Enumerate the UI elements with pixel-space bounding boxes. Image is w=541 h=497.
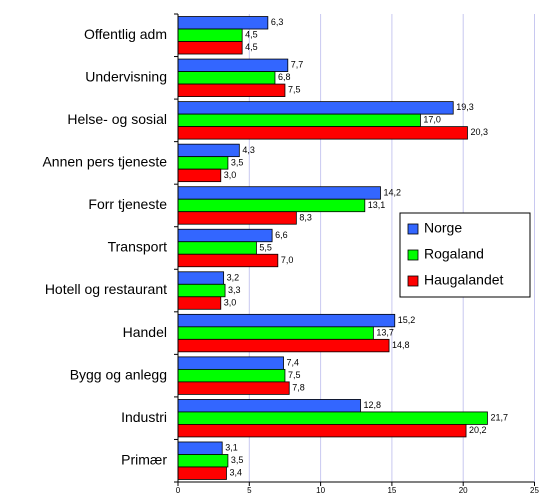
- value-label: 6,3: [271, 17, 284, 27]
- bar: [177, 368, 286, 383]
- bar: [177, 58, 289, 72]
- value-label: 21,7: [490, 413, 508, 423]
- value-label: 14,8: [392, 340, 410, 350]
- y-tick-label: Offentlig adm: [84, 26, 167, 42]
- x-tick-label: 5: [247, 486, 252, 495]
- bar: [177, 454, 229, 468]
- value-label: 15,2: [398, 315, 416, 325]
- legend-swatch: [407, 275, 419, 287]
- value-label: 3,1: [225, 443, 238, 453]
- bar: [177, 71, 276, 85]
- value-label: 13,7: [376, 327, 394, 337]
- y-tick-label: Industri: [121, 409, 167, 425]
- y-tick-label: Forr tjeneste: [88, 196, 167, 212]
- y-tick-label: Hotell og restaurant: [45, 281, 167, 297]
- bar: [177, 186, 381, 200]
- value-label: 3,5: [231, 157, 244, 167]
- value-label: 20,3: [470, 127, 488, 137]
- bar: [177, 313, 396, 328]
- bar: [177, 28, 243, 42]
- value-label: 20,2: [469, 425, 487, 435]
- y-tick-label: Helse- og sosial: [67, 111, 167, 127]
- legend-label: Norge: [424, 220, 462, 236]
- x-tick-label: 10: [316, 486, 325, 495]
- bar: [177, 283, 226, 298]
- bar: [177, 356, 284, 370]
- bar: [177, 399, 361, 413]
- y-tick-label: Bygg og anlegg: [70, 366, 167, 382]
- value-label: 4,3: [242, 145, 255, 155]
- value-label: 7,0: [281, 255, 294, 265]
- value-label: 7,7: [291, 60, 304, 70]
- bar: [177, 326, 374, 340]
- bar: [177, 143, 240, 158]
- bar: [177, 338, 390, 353]
- bar: [177, 271, 225, 285]
- value-label: 5,5: [259, 242, 272, 252]
- legend-swatch: [407, 249, 419, 261]
- value-label: 17,0: [423, 115, 441, 125]
- bar: [177, 253, 279, 268]
- legend-swatch: [407, 223, 419, 235]
- legend-label: Haugalandet: [424, 272, 504, 288]
- bar: [177, 466, 227, 480]
- bar: [177, 83, 286, 97]
- value-label: 6,6: [275, 230, 288, 240]
- value-label: 3,5: [231, 455, 244, 465]
- y-tick-label: Transport: [108, 239, 168, 255]
- y-tick-label: Annen pers tjeneste: [42, 154, 167, 170]
- value-label: 6,8: [278, 72, 291, 82]
- y-tick-label: Undervisning: [85, 69, 167, 85]
- value-label: 7,5: [288, 370, 301, 380]
- bar: [177, 381, 290, 395]
- legend-box: [399, 212, 531, 298]
- value-label: 13,1: [368, 200, 386, 210]
- bar: [177, 211, 297, 225]
- y-tick-label: Primær: [121, 451, 167, 467]
- value-label: 7,8: [292, 383, 305, 393]
- bar: [177, 113, 421, 128]
- value-label: 4,5: [245, 42, 258, 52]
- bar: [177, 41, 243, 55]
- value-label: 3,2: [227, 272, 240, 282]
- value-label: 3,0: [224, 170, 237, 180]
- value-label: 3,0: [224, 297, 237, 307]
- bar: [177, 126, 468, 140]
- bar: [177, 228, 273, 243]
- x-tick-label: 25: [530, 486, 539, 495]
- value-label: 8,3: [299, 212, 312, 222]
- x-tick-label: 15: [387, 486, 396, 495]
- value-label: 12,8: [364, 400, 382, 410]
- value-label: 19,3: [456, 102, 474, 112]
- bar: [177, 156, 229, 170]
- bar: [177, 241, 257, 255]
- y-tick-label: Handel: [123, 324, 167, 340]
- value-label: 3,4: [229, 468, 242, 478]
- bar: [177, 296, 222, 310]
- value-label: 14,2: [383, 187, 401, 197]
- bar: [177, 16, 269, 30]
- value-label: 7,4: [287, 358, 300, 368]
- x-tick-label: 0: [176, 486, 181, 495]
- value-label: 7,5: [288, 85, 301, 95]
- x-tick-label: 20: [459, 486, 468, 495]
- bar: [177, 441, 223, 455]
- value-label: 3,3: [228, 285, 241, 295]
- bar: [177, 411, 488, 425]
- bar: [177, 198, 366, 213]
- value-label: 4,5: [245, 30, 258, 40]
- bar: [177, 101, 454, 115]
- bar: [177, 424, 467, 438]
- legend-label: Rogaland: [424, 246, 484, 262]
- bar: [177, 168, 222, 183]
